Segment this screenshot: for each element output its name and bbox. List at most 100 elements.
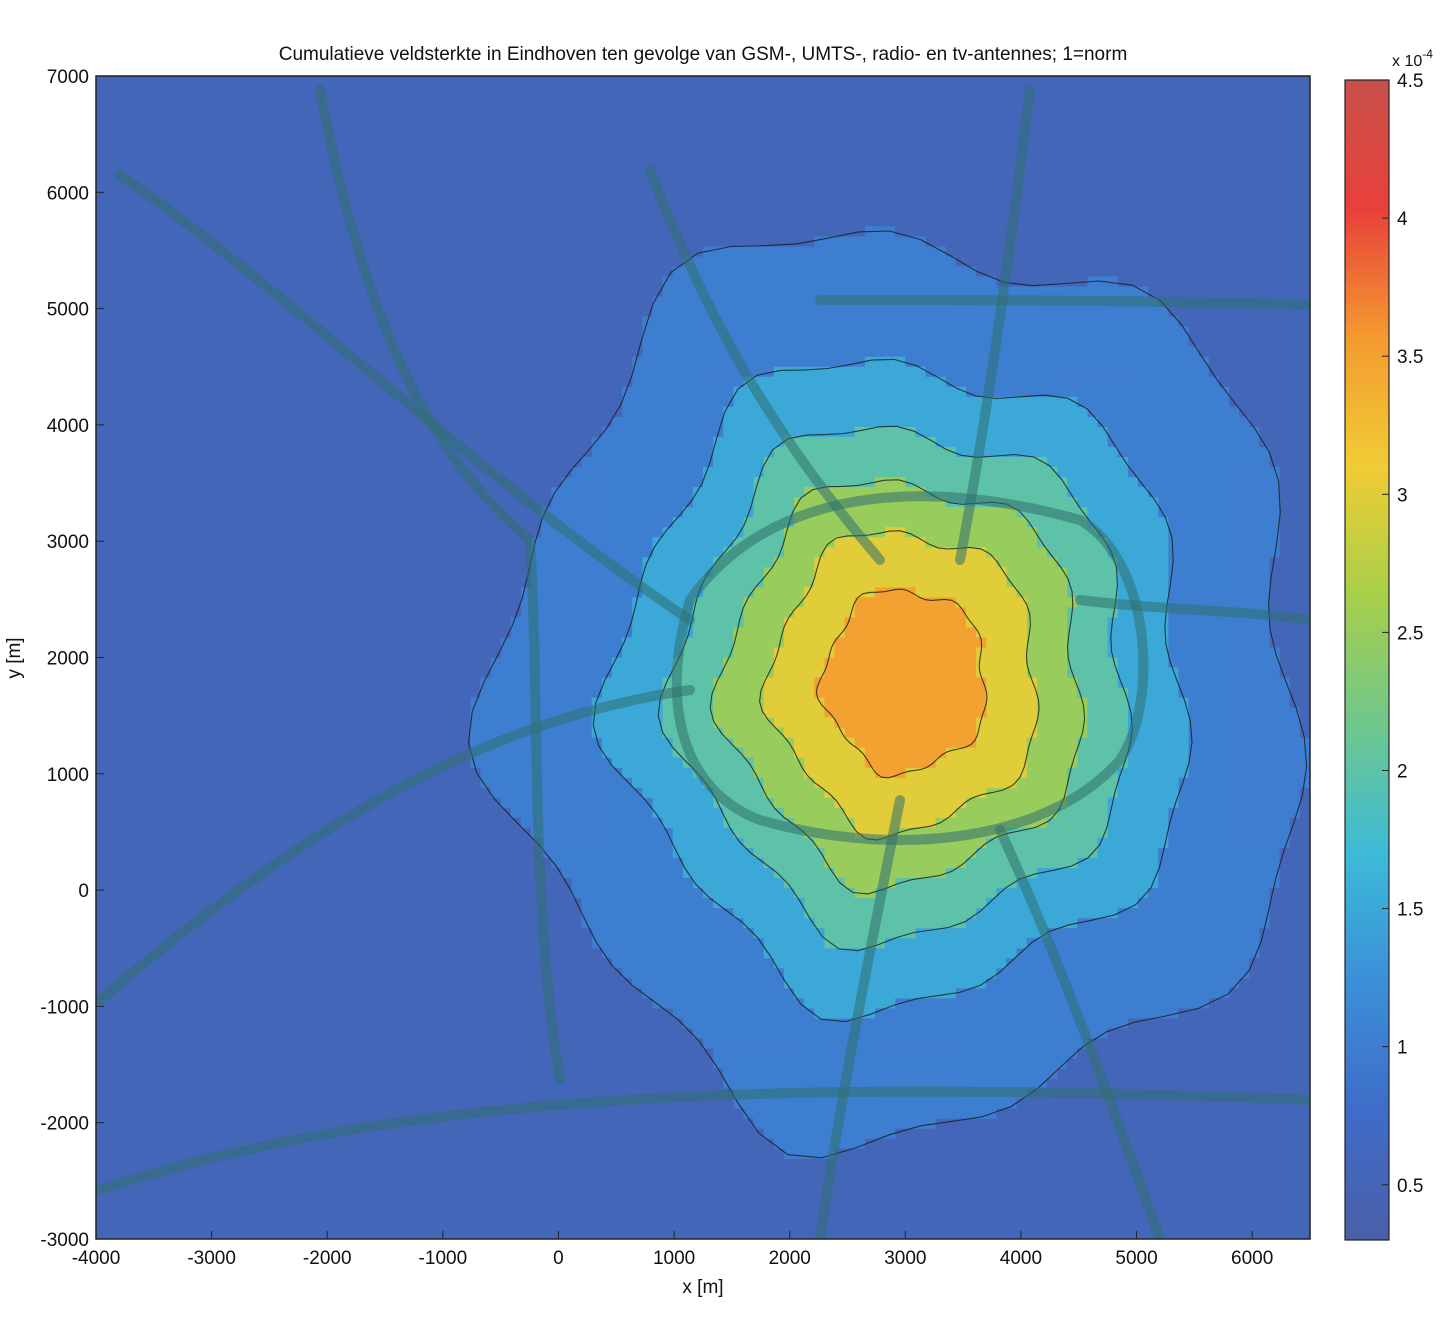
heatmap-cell: [439, 477, 451, 488]
heatmap-cell: [531, 426, 542, 438]
heatmap-cell: [237, 106, 249, 117]
heatmap-cell: [935, 276, 947, 288]
heatmap-cell: [814, 396, 825, 408]
heatmap-cell: [733, 136, 745, 147]
heatmap-cell: [348, 106, 360, 117]
heatmap-cell: [237, 456, 249, 468]
heatmap-cell: [1239, 146, 1250, 157]
heatmap-cell: [96, 487, 107, 498]
heatmap-cell: [126, 316, 138, 328]
heatmap-cell: [1067, 436, 1078, 448]
heatmap-cell: [1107, 196, 1119, 207]
heatmap-cell: [753, 266, 765, 278]
heatmap-cell: [885, 216, 896, 227]
heatmap-cell: [359, 186, 370, 197]
heatmap-cell: [783, 286, 795, 298]
heatmap-cell: [935, 306, 947, 318]
heatmap-cell: [895, 416, 906, 428]
heatmap-cell: [217, 96, 229, 107]
heatmap-cell: [237, 196, 249, 207]
heatmap-cell: [1026, 156, 1038, 167]
heatmap-cell: [298, 336, 310, 348]
heatmap-cell: [490, 96, 502, 107]
heatmap-cell: [500, 86, 512, 97]
heatmap-cell: [1249, 356, 1261, 368]
heatmap-cell: [490, 296, 502, 308]
heatmap-cell: [1057, 76, 1068, 87]
heatmap-cell: [136, 86, 148, 97]
heatmap-cell: [136, 196, 148, 207]
heatmap-cell: [1138, 396, 1149, 408]
heatmap-cell: [652, 366, 664, 378]
heatmap-cell: [197, 176, 208, 187]
heatmap-cell: [247, 316, 259, 328]
heatmap-cell: [1249, 426, 1261, 438]
heatmap-cell: [429, 176, 441, 187]
heatmap-cell: [450, 477, 461, 488]
heatmap-cell: [1117, 236, 1129, 248]
heatmap-cell: [611, 196, 623, 207]
heatmap-cell: [531, 206, 542, 217]
heatmap-cell: [976, 196, 987, 207]
heatmap-cell: [1087, 126, 1099, 137]
heatmap-cell: [1148, 416, 1159, 428]
heatmap-cell: [966, 406, 977, 418]
heatmap-cell: [561, 316, 573, 328]
heatmap-cell: [955, 266, 967, 278]
heatmap-cell: [935, 396, 947, 408]
heatmap-cell: [419, 236, 431, 248]
heatmap-cell: [308, 336, 320, 348]
heatmap-cell: [591, 106, 603, 117]
heatmap-cell: [672, 396, 684, 408]
heatmap-cell: [298, 446, 310, 458]
heatmap-cell: [399, 96, 411, 107]
heatmap-cell: [541, 396, 552, 408]
heatmap-cell: [1168, 266, 1180, 278]
heatmap-cell: [429, 236, 441, 248]
heatmap-cell: [976, 356, 987, 368]
heatmap-cell: [753, 166, 765, 177]
heatmap-cell: [531, 376, 542, 388]
heatmap-cell: [1148, 146, 1159, 157]
heatmap-cell: [551, 236, 562, 248]
heatmap-cell: [126, 226, 138, 238]
heatmap-cell: [864, 126, 876, 137]
heatmap-cell: [531, 216, 542, 227]
heatmap-cell: [176, 336, 188, 348]
heatmap-cell: [773, 166, 785, 177]
heatmap-cell: [217, 216, 229, 227]
heatmap-cell: [1188, 216, 1200, 227]
heatmap-cell: [915, 266, 927, 278]
heatmap-cell: [156, 106, 168, 117]
heatmap-cell: [814, 76, 825, 87]
heatmap-cell: [1077, 356, 1089, 368]
heatmap-cell: [510, 206, 522, 217]
heatmap-cell: [278, 156, 289, 167]
heatmap-cell: [945, 336, 957, 348]
heatmap-cell: [945, 416, 957, 428]
heatmap-cell: [510, 186, 522, 197]
heatmap-cell: [1087, 266, 1099, 278]
heatmap-cell: [106, 216, 117, 227]
heatmap-cell: [1036, 186, 1048, 197]
heatmap-cell: [1229, 316, 1240, 328]
heatmap-cell: [369, 386, 380, 398]
heatmap-cell: [1107, 336, 1119, 348]
heatmap-cell: [1218, 246, 1230, 258]
heatmap-cell: [804, 386, 815, 398]
heatmap-cell: [773, 136, 785, 147]
heatmap-cell: [955, 146, 967, 157]
heatmap-cell: [278, 456, 289, 468]
heatmap-cell: [1188, 336, 1200, 348]
heatmap-cell: [1148, 306, 1159, 318]
heatmap-cell: [470, 126, 482, 137]
heatmap-cell: [611, 456, 623, 468]
heatmap-cell: [1269, 416, 1281, 428]
heatmap-cell: [763, 356, 775, 368]
heatmap-cell: [490, 86, 502, 97]
heatmap-cell: [1046, 196, 1058, 207]
heatmap-cell: [237, 316, 249, 328]
heatmap-cell: [743, 406, 755, 418]
heatmap-cell: [642, 206, 654, 217]
heatmap-cell: [1188, 166, 1200, 177]
